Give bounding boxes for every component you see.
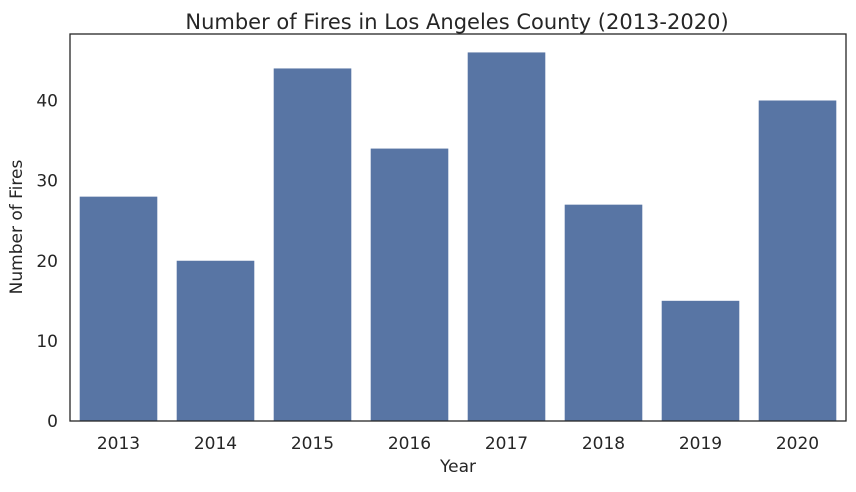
bar-2015 [273,68,352,421]
bar-2014 [176,260,255,421]
y-tick-label: 30 [36,172,58,192]
x-tick-label: 2020 [776,434,819,454]
y-tick-label: 20 [36,252,58,272]
y-tick-label: 10 [36,332,58,352]
bar-2017 [467,52,546,422]
x-axis-label: Year [439,457,476,477]
bar-2020 [758,100,837,421]
x-tick-label: 2014 [194,434,237,454]
x-tick-label: 2015 [291,434,334,454]
x-tick-label: 2016 [388,434,431,454]
bar-2018 [564,204,643,421]
plot-frame [69,33,847,422]
x-tick-label: 2013 [97,434,140,454]
x-axis-ticks: 2013 2014 2015 2016 2017 2018 2019 2020 [97,434,819,454]
y-tick-label: 0 [47,412,58,432]
y-axis-label: Number of Fires [7,160,27,295]
chart-title: Number of Fires in Los Angeles County (2… [185,10,728,34]
bar-2016 [370,148,449,421]
bar-2013 [79,196,158,421]
y-axis-ticks: 0 10 20 30 40 [36,92,58,433]
y-tick-label: 40 [36,92,58,112]
bar-2019 [661,300,740,421]
bars [79,52,837,422]
x-tick-label: 2018 [582,434,625,454]
x-tick-label: 2019 [679,434,722,454]
x-tick-label: 2017 [485,434,528,454]
